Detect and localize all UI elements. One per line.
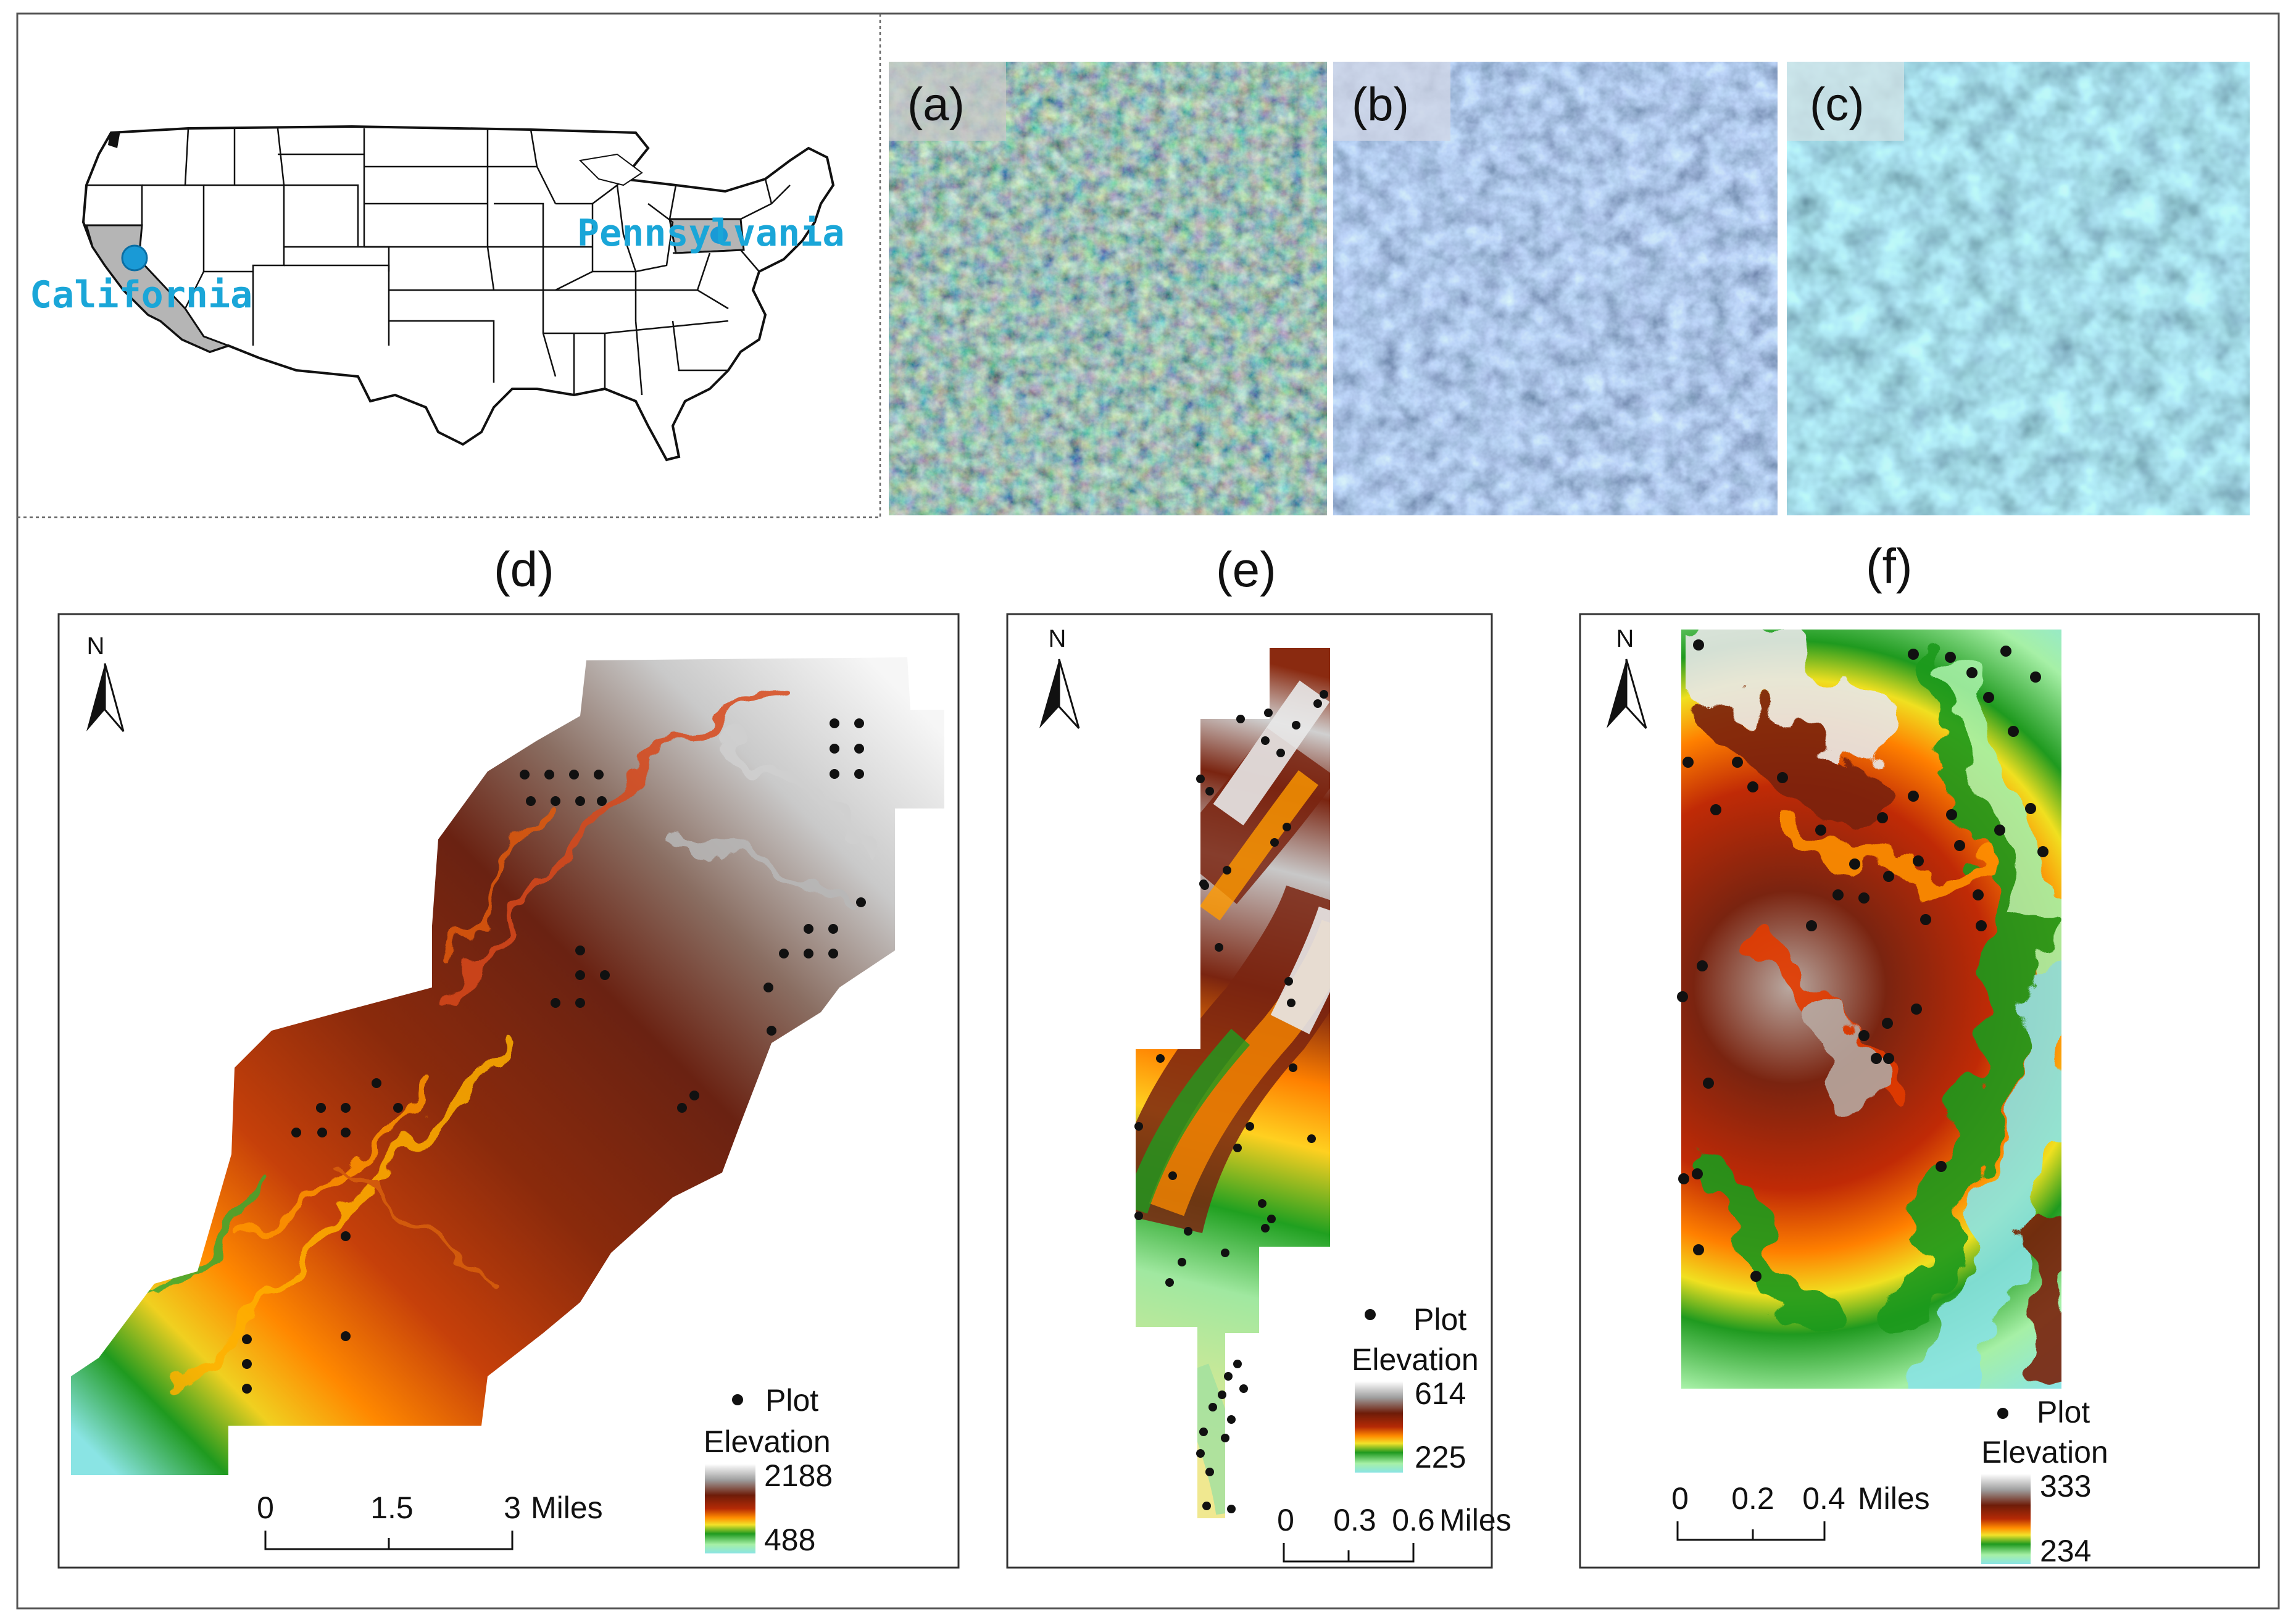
legend-max-e: 614	[1415, 1376, 1466, 1411]
svg-text:0: 0	[1277, 1503, 1294, 1537]
imagery-label-b: (b)	[1352, 78, 1409, 131]
legend-e: Plot Elevation 614 225	[1352, 1302, 1479, 1474]
elevation-map-e: N Plot Elevation 614 22	[1006, 613, 1512, 1569]
legend-plot-e: Plot	[1413, 1302, 1466, 1337]
figure-frame	[16, 12, 2280, 1610]
svg-text:N: N	[1049, 625, 1067, 652]
elevation-map-d: N Plot Elevation 2188	[57, 613, 960, 1569]
legend-min-d: 488	[764, 1523, 815, 1557]
legend-plot-f: Plot	[2037, 1395, 2090, 1429]
elevation-map-f: N Plot Elevation 333 23	[1579, 613, 2260, 1569]
map-title-e: (e)	[1216, 542, 1276, 597]
pennsylvania-state	[668, 218, 745, 254]
svg-text:N: N	[1616, 625, 1634, 652]
legend-plot-d: Plot	[765, 1383, 818, 1418]
legend-d: Plot Elevation 2188 488	[704, 1383, 833, 1557]
pennsylvania-label: Pennsylvania	[577, 212, 844, 255]
svg-text:0.4: 0.4	[1802, 1481, 1845, 1516]
imagery-panel-c: (c)	[1787, 62, 2250, 515]
svg-text:Miles: Miles	[531, 1490, 603, 1525]
svg-text:Miles: Miles	[1858, 1481, 1930, 1516]
svg-text:1.5: 1.5	[370, 1490, 414, 1525]
svg-text:0: 0	[257, 1490, 274, 1525]
plot-points-e	[1134, 690, 1328, 1513]
california-label: California	[30, 273, 252, 317]
map-title-d: (d)	[494, 542, 554, 597]
north-arrow-d: N	[86, 633, 125, 732]
state-boundaries	[86, 128, 791, 396]
north-arrow-f: N	[1607, 625, 1647, 730]
scale-bar-e: 0 0.3 0.6 Miles	[1277, 1503, 1512, 1563]
legend-elevation-f: Elevation	[1981, 1435, 2108, 1469]
imagery-label-c: (c)	[1810, 78, 1865, 131]
legend-f: Plot Elevation 333 234	[1981, 1395, 2108, 1568]
svg-text:N: N	[87, 633, 105, 660]
legend-max-d: 2188	[764, 1458, 833, 1493]
legend-elevation-d: Elevation	[704, 1424, 831, 1459]
legend-min-f: 234	[2040, 1534, 2091, 1568]
svg-text:0: 0	[1671, 1481, 1689, 1516]
imagery-panel-b: (b)	[1333, 62, 1778, 515]
svg-text:0.2: 0.2	[1731, 1481, 1774, 1516]
legend-min-e: 225	[1415, 1440, 1466, 1474]
imagery-label-a: (a)	[907, 78, 965, 131]
imagery-panel-a: (a)	[889, 62, 1327, 515]
svg-text:0.6: 0.6	[1392, 1503, 1435, 1537]
map-title-f: (f)	[1866, 539, 1913, 594]
scale-bar-f: 0 0.2 0.4 Miles	[1671, 1481, 1930, 1541]
legend-max-f: 333	[2040, 1469, 2091, 1503]
scale-bar-d: 0 1.5 3 Miles	[257, 1490, 603, 1550]
svg-text:Miles: Miles	[1439, 1503, 1512, 1537]
legend-ramp-e	[1355, 1381, 1403, 1473]
plot-points-f	[1677, 639, 2049, 1282]
legend-ramp-d	[705, 1464, 755, 1553]
california-marker	[121, 244, 148, 272]
svg-text:0.3: 0.3	[1333, 1503, 1376, 1537]
north-arrow-e: N	[1039, 625, 1080, 730]
legend-ramp-f	[1981, 1474, 2031, 1564]
us-map: California Pennsylvania	[30, 125, 844, 462]
pennsylvania-marker	[710, 227, 728, 244]
great-lakes	[578, 153, 643, 186]
puget-islands	[108, 131, 120, 148]
plot-points-d	[242, 718, 866, 1394]
svg-text:3: 3	[504, 1490, 521, 1525]
legend-elevation-e: Elevation	[1352, 1342, 1479, 1377]
